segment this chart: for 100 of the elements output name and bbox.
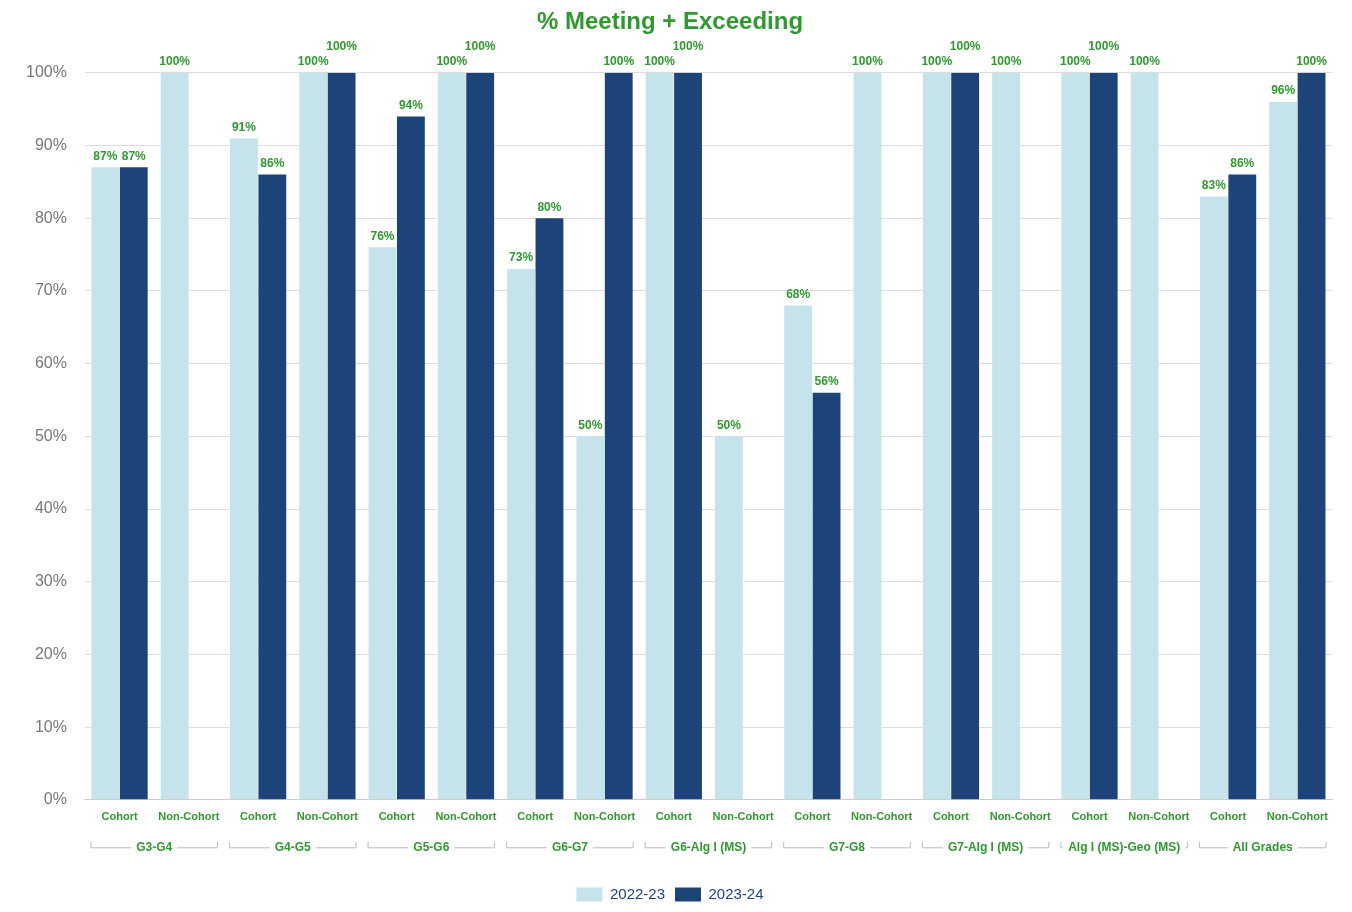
x-tick-label: Cohort	[240, 810, 277, 823]
x-tick-label: Cohort	[101, 810, 138, 823]
bar	[327, 72, 356, 800]
data-label: 80%	[537, 199, 562, 214]
data-label: 100%	[603, 54, 635, 69]
data-label: 100%	[1129, 54, 1161, 69]
x-tick-label: Non-Cohort	[712, 810, 774, 823]
legend-label: 2022-23	[609, 884, 666, 902]
chart-title: % Meeting + Exceeding	[536, 7, 804, 35]
data-label: 76%	[370, 228, 395, 243]
bar	[299, 72, 328, 800]
y-tick-label: 80%	[34, 208, 67, 226]
bar	[258, 174, 287, 800]
data-label: 73%	[509, 250, 534, 265]
x-tick-label: Non-Cohort	[296, 810, 359, 823]
text: G3-G4	[136, 840, 173, 855]
data-label: 100%	[672, 39, 704, 54]
x-tick-label: Non-Cohort	[435, 810, 497, 823]
data-label: 100%	[1059, 54, 1091, 69]
text: Alg I (MS)-Geo (MS)	[1068, 840, 1181, 855]
x-tick-label: Non-Cohort	[1128, 810, 1190, 823]
bar	[466, 72, 495, 800]
bar	[119, 167, 148, 800]
bar	[91, 167, 120, 800]
x-tick-label: Non-Cohort	[158, 810, 220, 823]
bar	[576, 436, 605, 800]
data-label: 100%	[1296, 54, 1328, 69]
text: G6-G7	[551, 840, 589, 855]
x-tick-label: Non-Cohort	[573, 810, 636, 823]
data-label: 100%	[852, 54, 884, 69]
data-label: 100%	[644, 54, 676, 69]
x-tick-label: Cohort	[794, 810, 831, 823]
data-label: 68%	[786, 286, 811, 301]
y-tick-label: 70%	[34, 281, 67, 299]
bar	[1130, 72, 1159, 800]
y-tick-label: 60%	[34, 354, 67, 372]
y-tick-label: 40%	[34, 499, 67, 517]
y-tick-label: 50%	[34, 426, 67, 444]
y-tick-label: 10%	[34, 717, 67, 735]
bar	[535, 218, 564, 800]
data-label: 100%	[436, 54, 468, 69]
data-label: 83%	[1201, 177, 1227, 192]
text: G4-G5	[274, 840, 312, 855]
data-label: 100%	[326, 39, 358, 54]
bar	[951, 72, 980, 800]
legend-label: 2023-24	[708, 884, 764, 902]
y-tick-label: 100%	[26, 63, 67, 81]
bar	[1061, 72, 1090, 800]
bar	[992, 72, 1020, 800]
bar	[396, 116, 425, 800]
text: G6-Alg I (MS)	[670, 840, 747, 855]
data-label: 87%	[93, 148, 118, 163]
data-label: 100%	[949, 39, 981, 54]
bar	[853, 72, 882, 800]
data-label: 56%	[814, 373, 839, 388]
data-label: 100%	[921, 54, 953, 69]
text: All Grades	[1232, 840, 1294, 855]
data-label: 100%	[1088, 39, 1120, 54]
y-tick-label: 20%	[34, 644, 67, 662]
x-tick-label: Cohort	[932, 810, 970, 823]
data-label: 86%	[1230, 155, 1255, 170]
data-label: 50%	[716, 417, 742, 432]
data-label: 100%	[297, 54, 329, 69]
bar	[674, 72, 702, 800]
bar	[812, 392, 841, 800]
data-label: 91%	[231, 119, 257, 134]
data-label: 100%	[464, 39, 496, 54]
bar	[230, 138, 258, 800]
text: G7-Alg I (MS)	[947, 840, 1024, 855]
text: G5-G6	[413, 840, 450, 855]
x-tick-label: Non-Cohort	[851, 810, 913, 823]
data-label: 86%	[260, 155, 285, 170]
x-tick-label: Cohort	[1210, 810, 1247, 823]
x-tick-label: Cohort	[655, 810, 693, 823]
data-label: 94%	[398, 97, 424, 112]
data-label: 100%	[159, 54, 191, 69]
bar	[1269, 101, 1298, 800]
data-label: 87%	[121, 148, 147, 163]
bar	[714, 436, 743, 800]
bar	[784, 305, 813, 800]
x-tick-label: Cohort	[378, 810, 416, 823]
y-tick-label: 30%	[34, 572, 67, 590]
bar	[1228, 174, 1257, 800]
data-label: 50%	[578, 417, 603, 432]
x-tick-label: Cohort	[1071, 810, 1108, 823]
bar	[604, 72, 633, 800]
bar	[1297, 72, 1326, 800]
y-tick-label: 0%	[43, 790, 67, 808]
bar	[645, 72, 674, 800]
bar	[922, 72, 951, 800]
bar	[160, 72, 189, 800]
bar	[1089, 72, 1118, 800]
x-tick-label: Non-Cohort	[1266, 810, 1329, 823]
data-label: 96%	[1271, 83, 1296, 98]
bar	[368, 247, 397, 800]
text: G7-G8	[829, 840, 866, 855]
data-label: 100%	[990, 54, 1022, 69]
x-tick-label: Non-Cohort	[989, 810, 1052, 823]
bar	[437, 72, 466, 800]
x-tick-label: Cohort	[517, 810, 554, 823]
